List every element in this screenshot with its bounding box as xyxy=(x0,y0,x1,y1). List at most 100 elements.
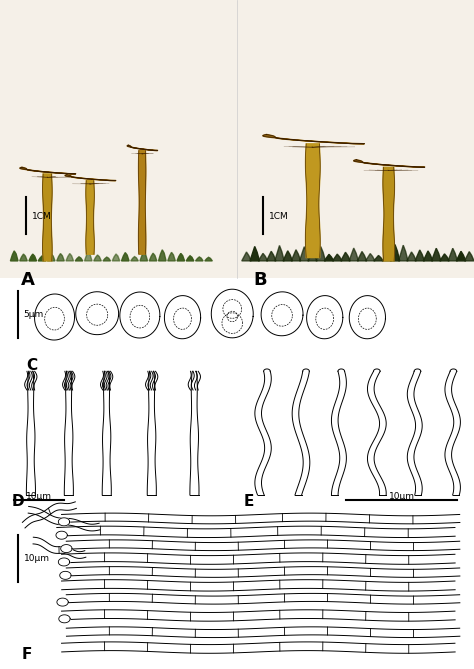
Polygon shape xyxy=(65,175,116,181)
Polygon shape xyxy=(365,254,375,261)
Polygon shape xyxy=(349,296,385,339)
Polygon shape xyxy=(168,252,175,261)
Polygon shape xyxy=(10,251,18,261)
Polygon shape xyxy=(383,167,394,261)
Polygon shape xyxy=(86,181,94,254)
Polygon shape xyxy=(66,627,460,638)
Polygon shape xyxy=(357,252,367,261)
Polygon shape xyxy=(58,518,70,526)
Polygon shape xyxy=(341,252,350,261)
Polygon shape xyxy=(43,174,52,261)
Polygon shape xyxy=(263,134,365,144)
Polygon shape xyxy=(158,250,166,261)
Polygon shape xyxy=(94,255,101,261)
Polygon shape xyxy=(465,252,474,261)
Polygon shape xyxy=(127,145,158,151)
Text: D: D xyxy=(12,494,25,508)
Polygon shape xyxy=(211,289,253,338)
Polygon shape xyxy=(62,610,455,621)
Text: C: C xyxy=(26,358,37,373)
Polygon shape xyxy=(66,593,460,604)
Polygon shape xyxy=(307,296,343,339)
Polygon shape xyxy=(56,531,67,539)
Polygon shape xyxy=(66,567,460,577)
Polygon shape xyxy=(261,292,303,336)
Text: 5μm: 5μm xyxy=(24,310,44,319)
Polygon shape xyxy=(140,252,147,261)
Polygon shape xyxy=(22,502,76,528)
Polygon shape xyxy=(292,371,310,495)
Text: B: B xyxy=(254,271,267,289)
Text: A: A xyxy=(21,271,35,289)
Polygon shape xyxy=(448,248,457,261)
Polygon shape xyxy=(61,545,72,553)
Polygon shape xyxy=(382,255,392,261)
Polygon shape xyxy=(374,256,383,261)
Polygon shape xyxy=(138,151,146,254)
Polygon shape xyxy=(102,371,111,495)
Polygon shape xyxy=(29,254,36,261)
Polygon shape xyxy=(399,245,408,261)
Polygon shape xyxy=(60,571,71,579)
Polygon shape xyxy=(354,160,425,167)
Polygon shape xyxy=(324,254,334,261)
Polygon shape xyxy=(57,254,64,261)
Polygon shape xyxy=(250,246,259,261)
Polygon shape xyxy=(84,252,92,261)
Polygon shape xyxy=(415,250,425,261)
Polygon shape xyxy=(407,252,416,261)
Polygon shape xyxy=(149,253,157,261)
Polygon shape xyxy=(164,296,201,339)
Polygon shape xyxy=(423,251,433,261)
Polygon shape xyxy=(75,257,83,261)
Polygon shape xyxy=(332,254,342,261)
Polygon shape xyxy=(431,248,441,261)
Polygon shape xyxy=(147,371,156,495)
Polygon shape xyxy=(283,251,292,261)
Polygon shape xyxy=(120,292,160,338)
Bar xyxy=(0,0,474,278)
Polygon shape xyxy=(258,254,268,261)
Polygon shape xyxy=(38,256,46,261)
Polygon shape xyxy=(349,248,358,261)
Polygon shape xyxy=(186,256,194,261)
Polygon shape xyxy=(62,580,455,591)
Polygon shape xyxy=(33,537,86,559)
Polygon shape xyxy=(308,254,317,261)
Polygon shape xyxy=(190,371,199,495)
Polygon shape xyxy=(291,250,301,261)
Polygon shape xyxy=(58,558,70,566)
Polygon shape xyxy=(66,254,73,261)
Polygon shape xyxy=(47,254,55,261)
Text: 1CM: 1CM xyxy=(32,211,52,221)
Polygon shape xyxy=(445,371,460,495)
Polygon shape xyxy=(275,246,284,261)
Polygon shape xyxy=(131,257,138,261)
Text: 10μm: 10μm xyxy=(26,492,52,501)
Polygon shape xyxy=(255,371,271,495)
Polygon shape xyxy=(20,254,27,261)
Polygon shape xyxy=(59,615,70,623)
Polygon shape xyxy=(316,247,326,261)
Polygon shape xyxy=(367,371,386,495)
Polygon shape xyxy=(62,513,460,524)
Polygon shape xyxy=(62,553,455,564)
Polygon shape xyxy=(57,598,68,606)
Text: 10μm: 10μm xyxy=(389,492,414,501)
Polygon shape xyxy=(177,254,184,261)
Polygon shape xyxy=(242,252,251,261)
Polygon shape xyxy=(440,254,449,261)
Polygon shape xyxy=(62,642,455,653)
Polygon shape xyxy=(28,506,100,531)
Polygon shape xyxy=(27,371,36,495)
Polygon shape xyxy=(306,144,320,258)
Polygon shape xyxy=(195,257,203,261)
Text: 1CM: 1CM xyxy=(269,211,289,221)
Polygon shape xyxy=(266,252,276,261)
Polygon shape xyxy=(76,292,118,334)
Text: 10μm: 10μm xyxy=(24,554,50,563)
Polygon shape xyxy=(112,254,120,261)
Polygon shape xyxy=(66,540,460,551)
Polygon shape xyxy=(20,167,76,174)
Polygon shape xyxy=(121,253,129,261)
